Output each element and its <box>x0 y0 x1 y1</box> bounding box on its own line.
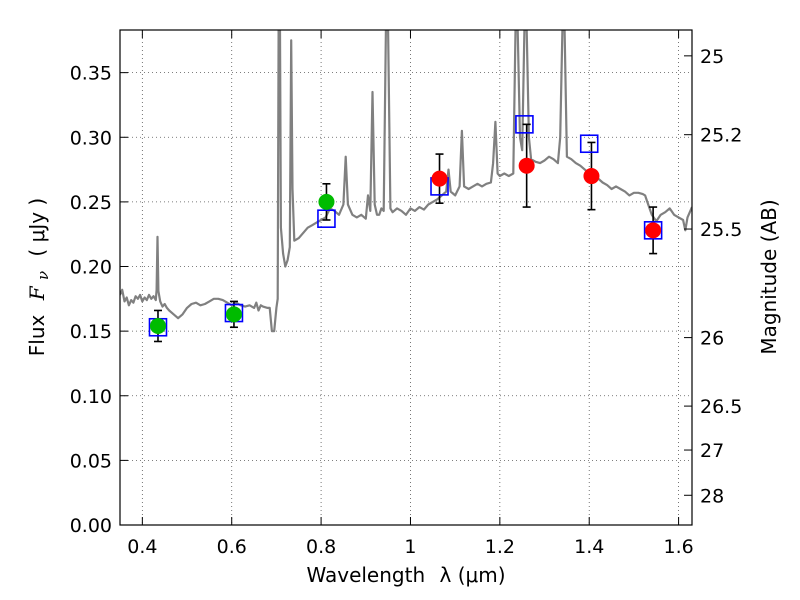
x-tick-label: 1.2 <box>485 536 515 558</box>
x-tick-labels: 0.4 0.6 0.8 1 1.2 1.4 1.6 <box>127 536 693 558</box>
observed-point-green <box>149 317 166 334</box>
observed-point-green <box>318 193 335 210</box>
observed-point-red <box>431 170 448 187</box>
x-tick-label: 1.4 <box>574 536 604 558</box>
x-tick-label: 1 <box>404 536 416 558</box>
y-tick-label: 0.30 <box>70 127 112 149</box>
y-axis-label-text: Flux <box>25 314 49 356</box>
x-axis-label: Wavelength λ (μm) <box>306 563 505 587</box>
x-axis-label-text: Wavelength <box>306 563 425 587</box>
x-tick-label: 1.6 <box>663 536 693 558</box>
observed-point-red <box>645 222 662 239</box>
x-axis-label-math: λ (μm) <box>440 563 506 587</box>
x-tick-label: 0.8 <box>306 536 336 558</box>
plot-frame <box>119 29 693 526</box>
y-tick-label: 0.35 <box>70 63 112 85</box>
x-tick-label: 0.4 <box>127 536 157 558</box>
model-square <box>515 115 534 134</box>
y2-axis-label: Magnitude (AB) <box>757 199 781 354</box>
y2-tick-label: 28 <box>700 485 724 507</box>
grid-lines <box>120 30 692 525</box>
x-tick-label: 0.6 <box>217 536 247 558</box>
y-tick-label: 0.25 <box>70 192 112 214</box>
y-axis-label: Flux F ν ( μJy ) <box>25 198 53 356</box>
model-square <box>643 221 663 240</box>
y2-tick-label: 25.5 <box>700 219 742 241</box>
observed-point-red <box>518 157 535 174</box>
y-tick-label: 0.05 <box>70 450 112 472</box>
y2-tick-label: 27 <box>700 440 724 462</box>
y-axis-label-unit: ( μJy ) <box>25 198 49 257</box>
observed-point-red <box>583 168 600 185</box>
model-square <box>317 209 336 228</box>
y-tick-label: 0.20 <box>70 257 112 279</box>
y-tick-label: 0.10 <box>70 386 112 408</box>
y2-tick-label: 26.5 <box>700 396 742 418</box>
observed-point-green <box>225 306 242 323</box>
y-axis-label-math: F <box>25 285 49 301</box>
model-square <box>579 134 599 154</box>
observed-points <box>149 157 662 334</box>
y-tick-label: 0.15 <box>70 321 112 343</box>
y2-tick-label: 25.2 <box>700 125 742 147</box>
y2-tick-labels: 25 25.2 25.5 26 26.5 27 28 <box>700 46 742 507</box>
spectrum-line <box>120 30 692 333</box>
y2-tick-label: 25 <box>700 46 724 68</box>
y-tick-labels: 0.00 0.05 0.10 0.15 0.20 0.25 0.30 0.35 <box>70 63 112 537</box>
y-axis-label-sub: ν <box>34 271 52 280</box>
y-tick-label: 0.00 <box>70 515 112 537</box>
axis-ticks <box>120 30 692 526</box>
y2-tick-label: 26 <box>700 328 724 350</box>
